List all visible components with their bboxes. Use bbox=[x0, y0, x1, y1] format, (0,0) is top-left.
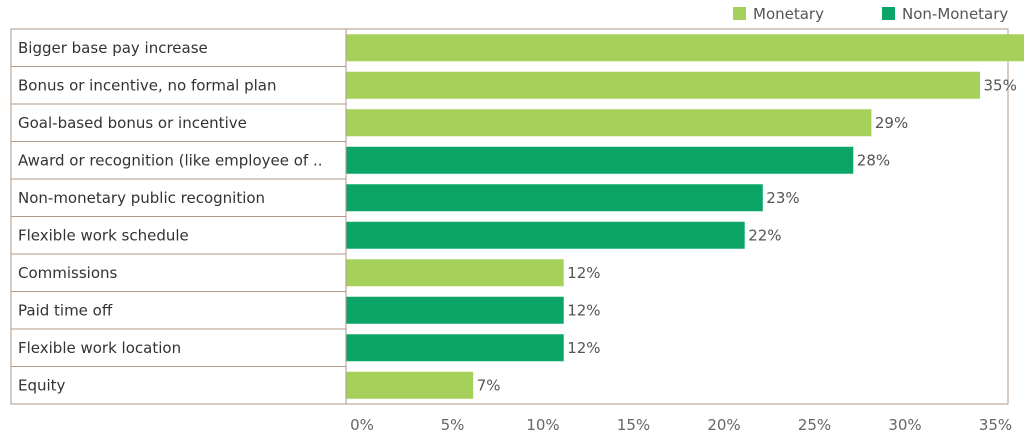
legend-swatch-monetary bbox=[733, 7, 746, 20]
category-label: Non-monetary public recognition bbox=[18, 189, 265, 207]
x-tick-label: 20% bbox=[707, 416, 740, 434]
x-tick-label: 5% bbox=[441, 416, 465, 434]
bar-value-label: 29% bbox=[875, 114, 908, 132]
category-label: Flexible work location bbox=[18, 339, 181, 357]
bar-non-monetary bbox=[346, 146, 854, 174]
x-tick-label: 30% bbox=[888, 416, 921, 434]
bar-non-monetary bbox=[346, 334, 564, 362]
x-axis-ticks: 0%5%10%15%20%25%30%35%40%45%50%55%60% bbox=[350, 416, 1012, 434]
bar-value-label: 35% bbox=[984, 76, 1017, 94]
category-label: Bigger base pay increase bbox=[18, 39, 208, 57]
x-tick-label: 10% bbox=[526, 416, 559, 434]
bar-monetary bbox=[346, 71, 980, 99]
category-label: Bonus or incentive, no formal plan bbox=[18, 76, 276, 94]
category-label: Commissions bbox=[18, 264, 118, 282]
legend-label-non-monetary: Non-Monetary bbox=[902, 5, 1008, 23]
bar-value-label: 28% bbox=[857, 151, 890, 169]
bar-non-monetary bbox=[346, 221, 745, 249]
bar-non-monetary bbox=[346, 296, 564, 324]
bar-value-label: 7% bbox=[477, 376, 501, 394]
x-tick-label: 0% bbox=[350, 416, 374, 434]
bar-monetary bbox=[346, 109, 872, 137]
chart-frame bbox=[10, 28, 1009, 405]
chart-legend: Monetary Non-Monetary bbox=[733, 5, 1008, 23]
bar-monetary bbox=[346, 259, 564, 287]
bar-value-label: 12% bbox=[567, 301, 600, 319]
category-label: Paid time off bbox=[18, 301, 113, 319]
x-tick-label: 25% bbox=[798, 416, 831, 434]
x-tick-label: 15% bbox=[617, 416, 650, 434]
bar-value-label: 12% bbox=[567, 264, 600, 282]
bar-series: 54%35%29%28%23%22%12%12%12%7% bbox=[346, 34, 1024, 399]
bar-value-label: 22% bbox=[748, 226, 781, 244]
bar-non-monetary bbox=[346, 184, 763, 212]
category-rows: Bigger base pay increase Bonus or incenti… bbox=[18, 39, 323, 395]
category-label: Goal-based bonus or incentive bbox=[18, 114, 247, 132]
category-label: Award or recognition (like employee of .… bbox=[18, 151, 323, 169]
bar-monetary bbox=[346, 371, 474, 399]
bar-monetary bbox=[346, 34, 1024, 62]
legend-swatch-non-monetary bbox=[882, 7, 895, 20]
category-label: Flexible work schedule bbox=[18, 226, 189, 244]
bar-value-label: 23% bbox=[766, 189, 799, 207]
category-label: Equity bbox=[18, 376, 66, 394]
legend-label-monetary: Monetary bbox=[753, 5, 824, 23]
x-tick-label: 35% bbox=[979, 416, 1012, 434]
bar-value-label: 12% bbox=[567, 339, 600, 357]
